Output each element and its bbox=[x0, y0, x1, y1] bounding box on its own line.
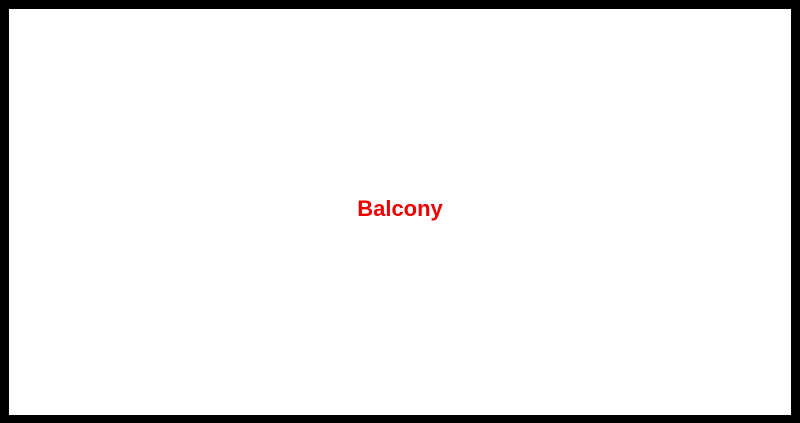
balcony-room: Balcony bbox=[9, 9, 791, 415]
room-label: Balcony bbox=[357, 196, 443, 221]
